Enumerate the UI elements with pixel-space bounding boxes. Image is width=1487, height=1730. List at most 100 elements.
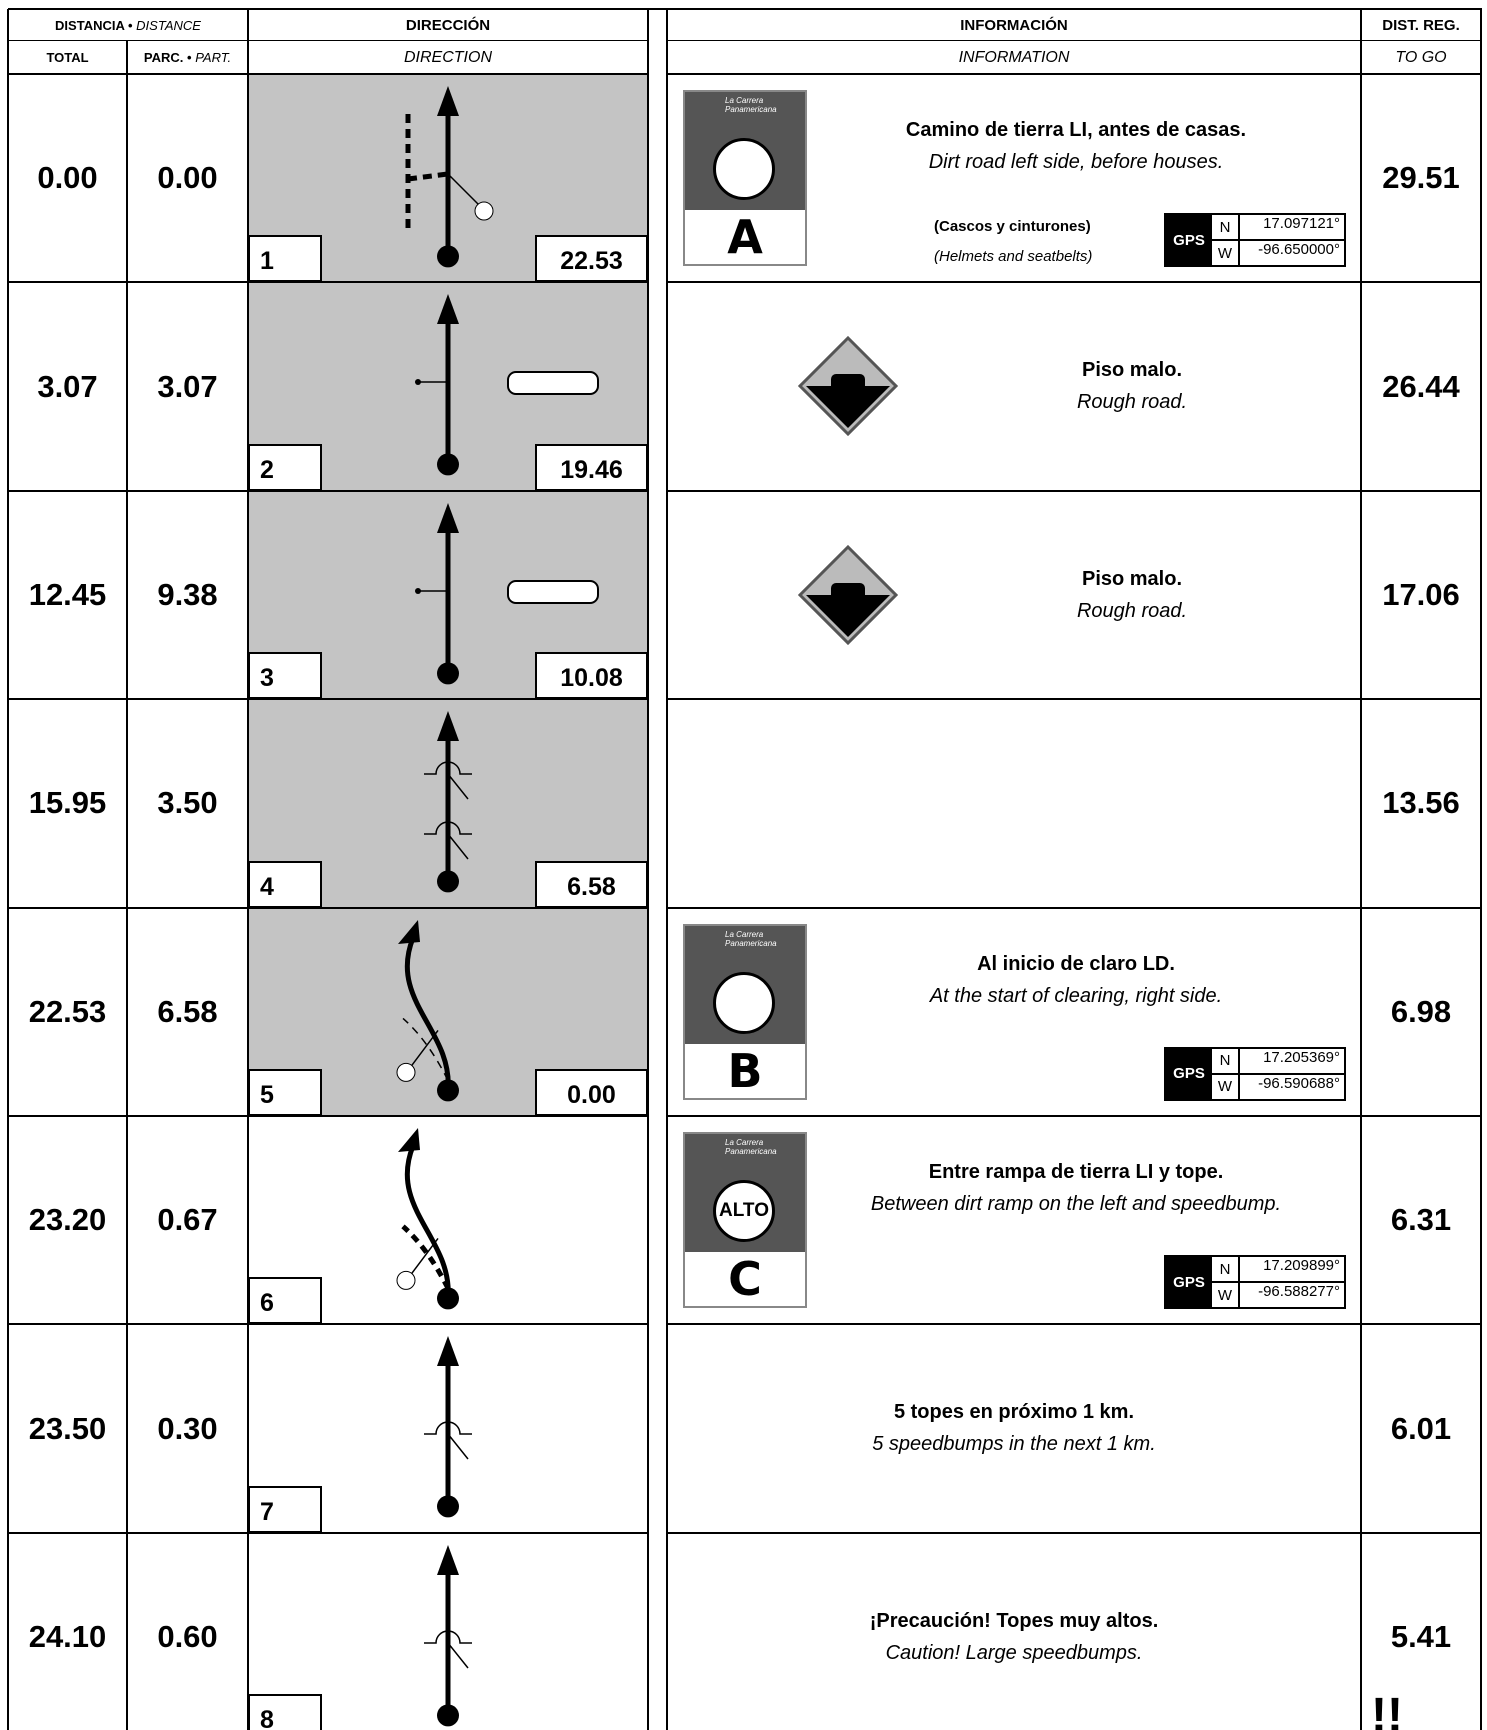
- row-line: [667, 1323, 1481, 1326]
- gps-label: GPS: [1166, 215, 1212, 265]
- gps-n: 17.205369°: [1240, 1049, 1344, 1075]
- partial-distance: 0.30: [157, 1410, 218, 1446]
- card-brand: La Carrera Panamericana: [725, 96, 777, 114]
- icon: [396, 1128, 459, 1310]
- info-text: 5 topes en próximo 1 km. 5 speedbumps in …: [714, 1396, 1314, 1460]
- icon-part: [447, 173, 484, 210]
- icon-part: [437, 245, 459, 268]
- card-symbol: [713, 138, 775, 200]
- step-number: 5: [248, 1068, 322, 1116]
- info-text: Entre rampa de tierra LI y tope. Between …: [776, 1156, 1376, 1220]
- icon-part: [404, 936, 451, 1091]
- icon-part: [437, 1495, 459, 1518]
- gps-n-label: N: [1212, 1257, 1238, 1283]
- partial-distance: 0.67: [157, 1202, 218, 1238]
- icon-part: [437, 502, 459, 533]
- icon-part: [424, 1630, 472, 1669]
- icon-part: [396, 1062, 416, 1082]
- direction-cell: 4 6.58: [248, 699, 648, 908]
- note: (Cascos y cinturones) (Helmets and seatbe…: [934, 212, 1092, 272]
- step-number: 8: [248, 1694, 322, 1730]
- row-line: [8, 1323, 648, 1326]
- gps-n-label: N: [1212, 215, 1238, 241]
- icon-part: [401, 1224, 451, 1290]
- icon-part: [437, 1544, 459, 1575]
- icon: [405, 86, 494, 268]
- remaining-distance: 10.08: [535, 652, 648, 700]
- direction-cell: 3 10.08: [248, 490, 648, 700]
- icon-part: [437, 1287, 459, 1310]
- row-line: [667, 1531, 1481, 1534]
- header-partial-en: PART.: [195, 50, 232, 65]
- remaining-distance: 22.53: [535, 235, 648, 283]
- waypoint-card: La Carrera Panamericana B: [683, 923, 807, 1100]
- total-distance: 12.45: [28, 576, 107, 612]
- gps-n: 17.097121°: [1240, 215, 1344, 241]
- total-distance: 0.00: [37, 160, 98, 196]
- row-line: [8, 698, 648, 701]
- row-line: [8, 906, 648, 909]
- note-es: (Cascos y cinturones): [934, 218, 1091, 235]
- gps-box: GPS N W 17.097121° -96.650000°: [1164, 213, 1346, 267]
- icon-part: [402, 1017, 449, 1081]
- card-top: La Carrera Panamericana: [685, 92, 805, 210]
- distance-to-go: 5.41: [1390, 1618, 1452, 1654]
- icon-part: [437, 1336, 459, 1367]
- gps-n: 17.209899°: [1240, 1257, 1344, 1283]
- info-text: ¡Precaución! Topes muy altos. Caution! La…: [714, 1605, 1314, 1669]
- info-en: At the start of clearing, right side.: [929, 984, 1223, 1007]
- card-brand: La Carrera Panamericana: [725, 929, 777, 948]
- header-partial: PARC. • PART.: [127, 41, 248, 74]
- info-es: ¡Precaución! Topes muy altos.: [869, 1609, 1159, 1632]
- icon: [798, 544, 898, 645]
- distance-to-go: 17.06: [1382, 576, 1460, 612]
- header-distance: DISTANCIA • DISTANCE: [8, 9, 248, 41]
- info-text: Al inicio de claro LD. At the start of cl…: [776, 948, 1376, 1012]
- row-line: [8, 1115, 648, 1117]
- header-total: TOTAL: [46, 50, 89, 65]
- remaining-distance: 6.58: [535, 860, 648, 908]
- column-line: [1480, 9, 1482, 1730]
- icon-part: [437, 662, 459, 685]
- card-top: La Carrera Panamericana ALTO: [685, 1134, 805, 1252]
- info-es: Entre rampa de tierra LI y tope.: [928, 1161, 1224, 1183]
- info-text: Piso malo. Rough road.: [832, 563, 1432, 627]
- step-number: 3: [248, 652, 322, 700]
- info-en: Caution! Large speedbumps.: [885, 1641, 1143, 1664]
- gps-w: -96.590688°: [1258, 1074, 1340, 1092]
- row-line: [667, 73, 1481, 75]
- gps-w: -96.588277°: [1258, 1283, 1340, 1300]
- total-distance: 23.50: [28, 1410, 107, 1446]
- icon: [424, 1336, 472, 1518]
- icon-part: [831, 582, 865, 601]
- step-number: 7: [248, 1485, 322, 1533]
- gps-values: 17.205369° -96.590688°: [1240, 1049, 1344, 1099]
- column-line: [666, 9, 668, 1730]
- remaining-distance: 19.46: [535, 443, 648, 491]
- gps-label: GPS: [1166, 1257, 1212, 1307]
- card-letter: C: [728, 1252, 762, 1306]
- distance-to-go: 13.56: [1382, 785, 1460, 821]
- row-line: [667, 489, 1481, 492]
- row-line: [667, 906, 1481, 909]
- card-letter: A: [727, 210, 763, 264]
- icon-part: [474, 201, 494, 221]
- icon: [415, 294, 599, 476]
- header-to-go: DIST. REG.: [1382, 16, 1460, 34]
- header-information-en: INFORMATION: [958, 48, 1070, 66]
- step-number: 6: [248, 1277, 322, 1325]
- total-distance: 23.20: [28, 1202, 107, 1238]
- distance-to-go: 29.51: [1382, 160, 1460, 196]
- row-line: [8, 281, 648, 284]
- icon-part: [437, 1704, 459, 1727]
- column-line: [247, 9, 249, 1730]
- row-line: [667, 281, 1481, 284]
- card-top: La Carrera Panamericana: [685, 925, 805, 1044]
- waypoint-card: La Carrera Panamericana ALTO C: [683, 1132, 807, 1308]
- icon-part: [806, 594, 890, 637]
- direction-cell: 8: [248, 1532, 648, 1730]
- column-line: [126, 41, 128, 1730]
- icon-part: [437, 1078, 459, 1101]
